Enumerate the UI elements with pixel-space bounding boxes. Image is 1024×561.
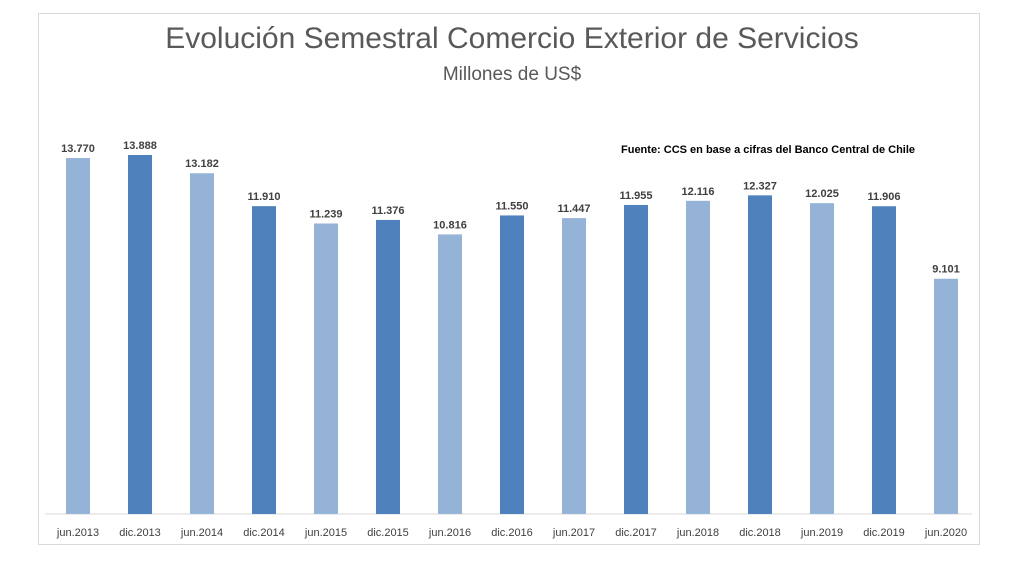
data-label-dic.2018: 12.327 xyxy=(743,180,777,192)
bar-dic.2017 xyxy=(624,204,648,514)
data-label-jun.2016: 10.816 xyxy=(433,219,467,231)
x-tick-label-dic.2014: dic.2014 xyxy=(243,527,285,539)
x-tick-label-dic.2018: dic.2018 xyxy=(739,527,781,539)
bar-dic.2018 xyxy=(748,195,772,514)
x-tick-label-jun.2015: jun.2015 xyxy=(304,527,347,539)
x-tick-label-jun.2017: jun.2017 xyxy=(552,527,595,539)
data-label-jun.2014: 13.182 xyxy=(185,158,219,170)
data-label-dic.2014: 11.910 xyxy=(247,191,280,203)
data-label-jun.2017: 11.447 xyxy=(557,203,590,215)
x-tick-label-dic.2015: dic.2015 xyxy=(367,527,409,539)
chart-subtitle: Millones de US$ xyxy=(442,64,582,85)
bar-jun.2018 xyxy=(686,200,710,514)
chart-title: Evolución Semestral Comercio Exterior de… xyxy=(165,22,859,55)
bar-dic.2013 xyxy=(128,155,152,514)
x-tick-label-jun.2013: jun.2013 xyxy=(56,527,99,539)
x-tick-label-jun.2014: jun.2014 xyxy=(180,527,223,539)
bar-dic.2015 xyxy=(376,219,400,514)
data-label-dic.2016: 11.550 xyxy=(495,200,528,212)
bar-jun.2015 xyxy=(314,223,338,514)
data-label-jun.2015: 11.239 xyxy=(309,208,342,220)
bar-jun.2020 xyxy=(934,278,958,514)
bar-dic.2016 xyxy=(500,215,524,514)
data-label-dic.2013: 13.888 xyxy=(123,140,157,152)
data-label-dic.2019: 11.906 xyxy=(867,191,900,203)
x-tick-label-dic.2013: dic.2013 xyxy=(119,527,161,539)
data-label-jun.2019: 12.025 xyxy=(805,188,839,200)
x-tick-label-jun.2018: jun.2018 xyxy=(676,527,719,539)
bar-dic.2014 xyxy=(252,206,276,514)
x-tick-label-jun.2019: jun.2019 xyxy=(800,527,843,539)
data-label-dic.2017: 11.955 xyxy=(619,190,652,202)
bar-jun.2014 xyxy=(190,173,214,514)
data-label-jun.2020: 9.101 xyxy=(932,264,960,276)
x-tick-label-dic.2017: dic.2017 xyxy=(615,527,657,539)
bar-jun.2013 xyxy=(66,158,90,514)
bar-jun.2019 xyxy=(810,203,834,515)
x-tick-label-dic.2019: dic.2019 xyxy=(863,527,905,539)
data-label-dic.2015: 11.376 xyxy=(371,205,404,217)
bar-jun.2017 xyxy=(562,218,586,514)
bar-jun.2016 xyxy=(438,234,462,514)
x-tick-label-dic.2016: dic.2016 xyxy=(491,527,533,539)
bar-dic.2019 xyxy=(872,206,896,514)
data-label-jun.2013: 13.770 xyxy=(61,143,95,155)
x-tick-label-jun.2016: jun.2016 xyxy=(428,527,471,539)
data-label-jun.2018: 12.116 xyxy=(681,186,714,198)
source-annotation: Fuente: CCS en base a cifras del Banco C… xyxy=(621,144,916,156)
x-tick-label-jun.2020: jun.2020 xyxy=(924,527,967,539)
